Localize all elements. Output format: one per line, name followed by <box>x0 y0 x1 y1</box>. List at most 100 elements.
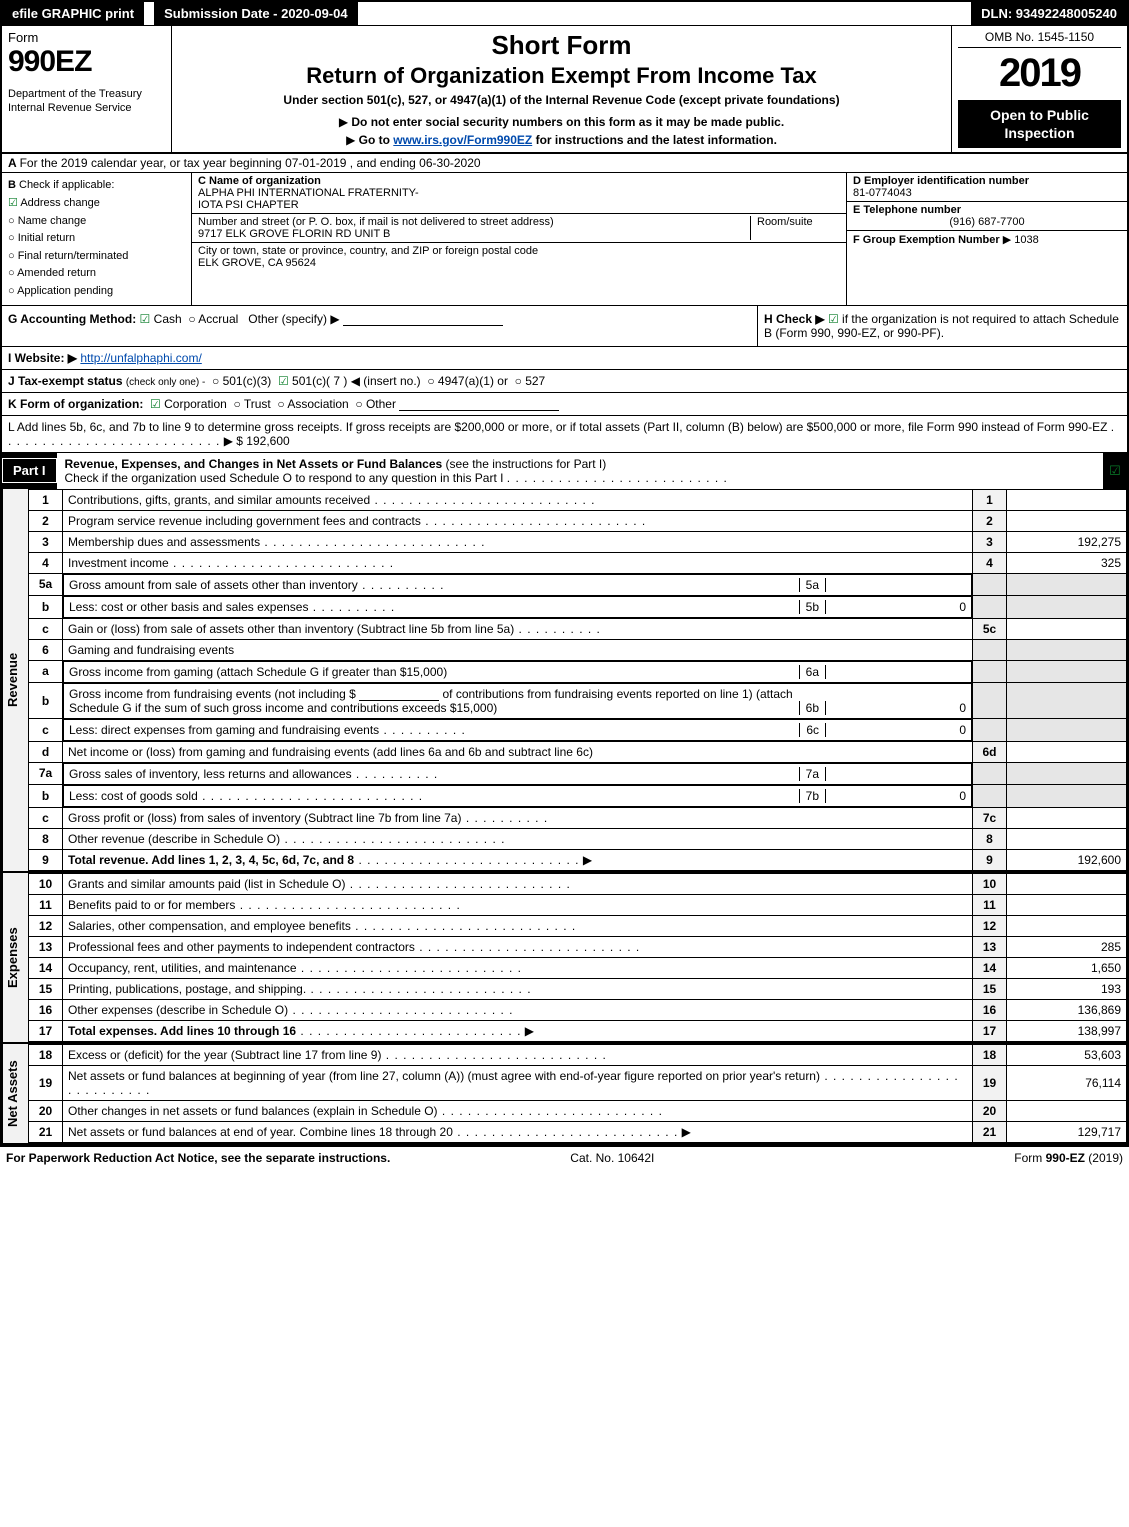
website-link[interactable]: http://unfalphaphi.com/ <box>80 351 201 365</box>
table-row: bGross income from fundraising events (n… <box>29 683 1127 719</box>
line-text: Benefits paid to or for members <box>68 898 235 912</box>
form-word: Form <box>8 30 165 45</box>
k-assoc: Association <box>287 397 348 411</box>
footer-left: For Paperwork Reduction Act Notice, see … <box>6 1151 390 1165</box>
line-text: Salaries, other compensation, and employ… <box>68 919 351 933</box>
street-label: Number and street (or P. O. box, if mail… <box>198 216 750 228</box>
line-text: Net assets or fund balances at end of ye… <box>68 1125 453 1139</box>
line-value <box>1007 510 1127 531</box>
irs-link[interactable]: www.irs.gov/Form990EZ <box>393 133 532 147</box>
g-accrual: Accrual <box>198 312 238 326</box>
ein-value: 81-0774043 <box>853 187 1121 199</box>
line-text: Contributions, gifts, grants, and simila… <box>68 493 370 507</box>
arrow-icon <box>1003 234 1011 246</box>
street-value: 9717 ELK GROVE FLORIN RD UNIT B <box>198 228 750 240</box>
dln-badge: DLN: 93492248005240 <box>971 2 1127 25</box>
checkbox-pending[interactable] <box>8 285 17 297</box>
open-public-1: Open to Public <box>962 106 1117 124</box>
table-row: 5aGross amount from sale of assets other… <box>29 573 1127 596</box>
line-text: Gross income from gaming (attach Schedul… <box>69 665 447 679</box>
line-value: 325 <box>1007 552 1127 573</box>
line-value: 192,600 <box>1007 849 1127 870</box>
checkbox-address-change[interactable] <box>8 197 20 209</box>
arrow-icon <box>224 434 233 448</box>
table-row: bLess: cost or other basis and sales exp… <box>29 596 1127 619</box>
table-row: 10Grants and similar amounts paid (list … <box>29 873 1127 894</box>
line-text: Net assets or fund balances at beginning… <box>68 1069 820 1083</box>
part1-label: Part I <box>2 458 57 483</box>
table-row: cGain or (loss) from sale of assets othe… <box>29 618 1127 639</box>
table-row: 8Other revenue (describe in Schedule O)8 <box>29 828 1127 849</box>
line-text: Printing, publications, postage, and shi… <box>68 982 306 996</box>
city-value: ELK GROVE, CA 95624 <box>198 257 840 269</box>
line-text: Total expenses. Add lines 10 through 16 <box>68 1024 296 1038</box>
omb-number: OMB No. 1545-1150 <box>958 30 1121 48</box>
line-value: 138,997 <box>1007 1020 1127 1041</box>
checkbox-name-change[interactable] <box>8 215 18 227</box>
arrow-icon <box>525 1024 534 1038</box>
arrow-icon <box>339 115 352 129</box>
footer-right-post: (2019) <box>1088 1151 1123 1165</box>
checkbox-initial[interactable] <box>8 232 18 244</box>
e-label: E Telephone number <box>853 204 1121 216</box>
k-corp: Corporation <box>164 397 227 411</box>
table-row: 19Net assets or fund balances at beginni… <box>29 1065 1127 1100</box>
j-o1: 501(c)(3) <box>223 374 272 388</box>
line-text: Investment income <box>68 556 169 570</box>
title-under: Under section 501(c), 527, or 4947(a)(1)… <box>180 93 943 107</box>
line-text: Total revenue. Add lines 1, 2, 3, 4, 5c,… <box>68 853 354 867</box>
title-return: Return of Organization Exempt From Incom… <box>180 63 943 89</box>
checkbox-amended[interactable] <box>8 267 17 279</box>
arrow-icon <box>330 312 339 326</box>
line-text: Less: cost or other basis and sales expe… <box>69 600 308 614</box>
table-row: 16Other expenses (describe in Schedule O… <box>29 999 1127 1020</box>
table-row: 18Excess or (deficit) for the year (Subt… <box>29 1044 1127 1065</box>
b-pending: Application pending <box>17 285 113 297</box>
phone-value: (916) 687-7700 <box>853 216 1121 228</box>
line-text: Gaming and fundraising events <box>68 643 234 657</box>
dept-treasury: Department of the Treasury <box>8 87 165 101</box>
table-row: cGross profit or (loss) from sales of in… <box>29 807 1127 828</box>
footer-right-pre: Form <box>1014 1151 1045 1165</box>
line-text: Gross income from fundraising events (no… <box>69 687 359 701</box>
checkbox-final[interactable] <box>8 250 18 262</box>
i-label: I Website: ▶ <box>8 351 77 365</box>
g-other-blank[interactable] <box>343 314 503 326</box>
open-public-2: Inspection <box>962 124 1117 142</box>
line-text: Other expenses (describe in Schedule O) <box>68 1003 288 1017</box>
table-row: 2Program service revenue including gover… <box>29 510 1127 531</box>
k-other-blank[interactable] <box>399 399 559 411</box>
table-row: 4Investment income4325 <box>29 552 1127 573</box>
line-subvalue <box>826 578 966 592</box>
line-text: Gross profit or (loss) from sales of inv… <box>68 811 461 825</box>
b-initial: Initial return <box>18 232 75 244</box>
line-value: 193 <box>1007 978 1127 999</box>
table-row: 14Occupancy, rent, utilities, and mainte… <box>29 957 1127 978</box>
b-addr: Address change <box>20 197 100 209</box>
part1-check: Check if the organization used Schedule … <box>65 471 504 485</box>
line-subvalue <box>826 767 966 781</box>
k-other: Other <box>366 397 396 411</box>
irs-label: Internal Revenue Service <box>8 101 165 115</box>
line-value: 129,717 <box>1007 1121 1127 1142</box>
table-row: 15Printing, publications, postage, and s… <box>29 978 1127 999</box>
line-value <box>1007 873 1127 894</box>
line-value <box>1007 807 1127 828</box>
footer-right-form: 990-EZ <box>1046 1151 1085 1165</box>
part1-title: Revenue, Expenses, and Changes in Net As… <box>65 457 443 471</box>
b-label: Check if applicable: <box>19 179 114 191</box>
line-text: Gain or (loss) from sale of assets other… <box>68 622 514 636</box>
arrow-icon <box>583 853 592 867</box>
line-text: Professional fees and other payments to … <box>68 940 415 954</box>
b-final: Final return/terminated <box>18 250 129 262</box>
line-text: Program service revenue including govern… <box>68 514 421 528</box>
note-goto-post: for instructions and the latest informat… <box>532 133 777 147</box>
netassets-sidelabel: Net Assets <box>2 1044 28 1143</box>
table-row: 12Salaries, other compensation, and empl… <box>29 915 1127 936</box>
line-value <box>1007 1100 1127 1121</box>
table-row: 11Benefits paid to or for members11 <box>29 894 1127 915</box>
tax-year: 2019 <box>958 51 1121 96</box>
table-row: 3Membership dues and assessments3192,275 <box>29 531 1127 552</box>
c-label: C Name of organization <box>198 175 840 187</box>
line6b-blank[interactable] <box>359 689 439 701</box>
